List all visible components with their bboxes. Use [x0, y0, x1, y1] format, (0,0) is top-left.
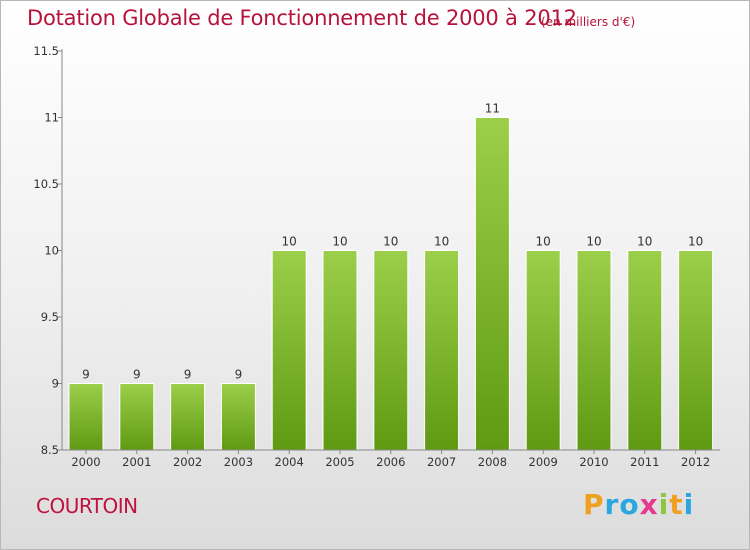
x-tick-label: 2008	[478, 455, 507, 469]
data-label: 10	[536, 235, 551, 249]
proxiti-logo[interactable]: Proxiti	[583, 488, 694, 521]
logo-letter: o	[619, 488, 640, 521]
data-label: 10	[434, 235, 449, 249]
axes-group: 2000 2001 2002 2003 2004 2005 2006 2007 2008 2009…	[33, 44, 720, 469]
bar	[373, 250, 409, 451]
x-tick-label: 2007	[427, 455, 456, 469]
x-tick-label: 2006	[376, 455, 405, 469]
data-label: 9	[184, 368, 192, 382]
bars-group: 9 9 9 9 10 10 10 10 11 10 10 10 10	[68, 102, 714, 451]
data-label: 10	[282, 235, 297, 249]
data-label: 10	[637, 235, 652, 249]
bar	[627, 250, 663, 451]
data-label: 10	[688, 235, 703, 249]
bar	[576, 250, 612, 451]
logo-letter: P	[583, 488, 605, 521]
chart-title: Dotation Globale de Fonctionnement de 20…	[27, 6, 577, 30]
data-label: 9	[82, 368, 90, 382]
x-tick-label: 2004	[275, 455, 304, 469]
x-tick-label: 2011	[630, 455, 659, 469]
x-tick-label: 2005	[325, 455, 354, 469]
bar	[424, 250, 460, 451]
y-tick-label: 11	[44, 111, 59, 125]
logo-letter: x	[639, 488, 659, 521]
data-label: 10	[586, 235, 601, 249]
bar	[525, 250, 561, 451]
data-label: 10	[383, 235, 398, 249]
x-tick-label: 2001	[122, 455, 151, 469]
bar	[474, 117, 510, 451]
y-tick-label: 10	[44, 244, 59, 258]
bar	[68, 383, 104, 451]
bar	[271, 250, 307, 451]
y-tick-label: 9	[52, 377, 59, 391]
x-tick-label: 2009	[529, 455, 558, 469]
bar	[220, 383, 256, 451]
y-tick-label: 9.5	[41, 310, 59, 324]
bar	[119, 383, 155, 451]
logo-letter: t	[669, 488, 684, 521]
bar	[170, 383, 206, 451]
y-tick-label: 8.5	[41, 443, 59, 457]
y-tick-label: 10.5	[33, 177, 59, 191]
logo-letter: r	[604, 488, 620, 521]
data-label: 9	[235, 368, 243, 382]
logo-letter: i	[658, 488, 670, 521]
chart-subtitle: (en milliers d'€)	[541, 15, 636, 29]
data-label: 9	[133, 368, 141, 382]
x-tick-label: 2000	[71, 455, 100, 469]
data-label: 10	[332, 235, 347, 249]
logo-letter: i	[683, 488, 695, 521]
commune-name: COURTOIN	[36, 494, 138, 518]
x-tick-label: 2010	[579, 455, 608, 469]
y-tick-label: 11.5	[33, 44, 59, 58]
x-tick-label: 2012	[681, 455, 710, 469]
x-tick-label: 2003	[224, 455, 253, 469]
bar	[322, 250, 358, 451]
data-label: 11	[485, 102, 500, 116]
bar	[678, 250, 714, 451]
x-tick-label: 2002	[173, 455, 202, 469]
